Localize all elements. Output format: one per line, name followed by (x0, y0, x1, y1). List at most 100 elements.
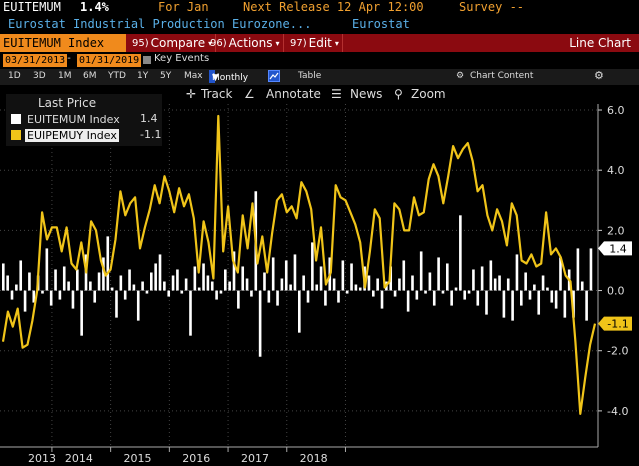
security-description: Eurostat Industrial Production Eurozone.… (8, 17, 312, 31)
bar (446, 263, 449, 291)
ticker-field[interactable]: EUITEMUM Index (0, 34, 126, 52)
legend: Last Price EUITEMUM Index 1.4 EUIPEMUY I… (6, 94, 162, 146)
value-tag-shape (598, 316, 632, 331)
bar (289, 284, 292, 291)
key-events-checkbox[interactable] (143, 56, 151, 64)
compare-button[interactable]: 95) Compare ▾ (129, 34, 217, 52)
news-button[interactable]: News (350, 87, 383, 101)
bar (463, 290, 467, 300)
bar (71, 290, 75, 309)
y-axis: 6.0 4.0 2.0 0.0 -2.0 -4.0 (597, 104, 628, 447)
bar (550, 290, 554, 303)
bar (228, 281, 231, 291)
bar (32, 290, 36, 303)
bar (28, 272, 31, 291)
chart-type-label[interactable]: Line Chart (569, 36, 631, 50)
actions-prefix: 96) (210, 37, 227, 49)
period-1y[interactable]: 1Y (137, 71, 149, 81)
description-row: Eurostat Industrial Production Eurozone.… (0, 16, 639, 33)
legend-value: 1.4 (140, 112, 158, 125)
bar (498, 275, 501, 291)
gridlines (0, 104, 598, 447)
bar (324, 290, 327, 306)
bar (546, 287, 549, 291)
chart-content-icon: ⚙ (456, 71, 465, 81)
bar (106, 236, 110, 291)
zoom-icon: ⚲ (394, 87, 403, 101)
period-ytd[interactable]: YTD (108, 71, 126, 81)
bar (380, 290, 384, 309)
bar (520, 290, 523, 306)
bar (76, 269, 79, 291)
y-tick-label: 4.0 (607, 164, 625, 177)
bar (419, 251, 423, 291)
compare-prefix: 95) (132, 37, 149, 49)
legend-item[interactable]: EUIPEMUY Index (11, 128, 119, 142)
legend-item[interactable]: EUITEMUM Index (11, 112, 122, 126)
news-icon: ☰ (331, 87, 342, 101)
source-label: Eurostat (352, 17, 410, 31)
bar (54, 269, 57, 291)
bar (572, 290, 575, 318)
gear-icon[interactable]: ⚙ (594, 69, 604, 82)
line-chart-icon[interactable] (268, 70, 280, 85)
bar (467, 290, 471, 294)
chevron-down-icon: ▾ (208, 38, 213, 48)
x-tick-label: 2013 (28, 452, 56, 465)
bar (315, 284, 319, 291)
bar (398, 278, 401, 291)
zoom-button[interactable]: Zoom (411, 87, 446, 101)
period-6m[interactable]: 6M (83, 71, 97, 81)
x-axis: 2013 2014 2015 2016 2017 2018 (0, 446, 598, 465)
line-series (1, 114, 597, 415)
bar (585, 290, 588, 321)
annotate-button[interactable]: Annotate (266, 87, 321, 101)
bar (232, 251, 236, 291)
period-3d[interactable]: 3D (33, 71, 46, 81)
bar (237, 290, 240, 309)
chart-content-button[interactable]: Chart Content (470, 71, 534, 81)
period-1d[interactable]: 1D (8, 71, 21, 81)
bar (245, 278, 249, 291)
legend-swatch (11, 114, 21, 124)
edit-prefix: 97) (290, 37, 307, 49)
bar (454, 287, 458, 291)
function-toolbar: EUITEMUM Index 95) Compare ▾ 96) Actions… (0, 34, 639, 52)
chart-area[interactable]: 6.04.02.00.0-2.0-4.0 2013 2014 2015 2016 201… (0, 104, 639, 466)
bar (559, 257, 562, 291)
bar (171, 275, 175, 291)
bar (6, 275, 9, 291)
actions-button[interactable]: 96) Actions ▾ (207, 34, 284, 52)
legend-swatch (11, 130, 21, 140)
end-date-field[interactable]: 01/31/2019 (77, 54, 142, 67)
bar (202, 263, 205, 291)
bar (485, 290, 488, 315)
bar (184, 278, 188, 291)
ticker-label: EUITEMUM (3, 0, 61, 14)
bar (10, 290, 14, 300)
frequency-dropdown[interactable]: Monthly ▼ (209, 70, 248, 83)
bar (476, 290, 480, 306)
bar (219, 290, 223, 294)
track-button[interactable]: Track (201, 87, 233, 101)
table-button[interactable]: Table (298, 71, 322, 81)
bar (367, 275, 371, 291)
period-5y[interactable]: 5Y (160, 71, 172, 81)
bar (576, 248, 580, 291)
value-tag-shape (598, 241, 632, 256)
bar (250, 290, 253, 297)
start-date-field[interactable]: 03/31/2013 (3, 54, 68, 67)
bar (424, 290, 427, 294)
bar (459, 215, 462, 291)
bar (489, 260, 493, 291)
bar (450, 290, 453, 306)
bar (480, 266, 484, 291)
period-max[interactable]: Max (184, 71, 203, 81)
bar (354, 284, 358, 291)
bar (554, 290, 558, 309)
edit-button[interactable]: 97) Edit ▾ (287, 34, 343, 52)
period-1m[interactable]: 1M (58, 71, 72, 81)
bar (298, 290, 301, 333)
bar (580, 281, 584, 291)
legend-label: EUIPEMUY Index (25, 128, 119, 142)
